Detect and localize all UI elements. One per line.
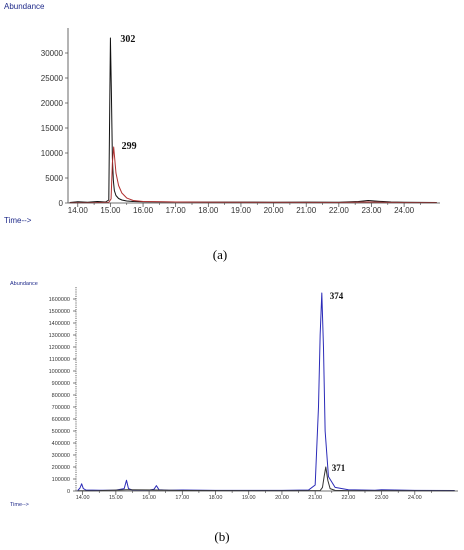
chart-a: Abundance 0 5000 10000 15000 20000 25000 30000… (4, 2, 440, 262)
chart-b-annotation-374: 374 (330, 291, 344, 301)
y-tick-label: 1200000 (49, 345, 70, 351)
y-tick-label: 1500000 (49, 309, 70, 315)
x-tick-label: 18.00 (209, 495, 223, 501)
y-tick-label: 5000 (45, 174, 63, 183)
y-tick-label: 1300000 (49, 333, 70, 339)
y-tick-label: 1000000 (49, 369, 70, 375)
x-tick-label: 14.00 (68, 206, 89, 215)
chart-a-series (69, 37, 437, 204)
y-tick-label: 800000 (52, 393, 70, 399)
chart-b-annotation-371: 371 (332, 463, 346, 473)
x-tick-label: 23.00 (375, 495, 389, 501)
y-tick-label: 700000 (52, 405, 70, 411)
chart-b-panel-label: (b) (214, 529, 229, 544)
y-tick-label: 500000 (52, 429, 70, 435)
y-tick-label: 10000 (41, 149, 64, 158)
x-tick-label: 15.00 (100, 206, 121, 215)
x-tick-label: 20.00 (275, 495, 289, 501)
y-tick-label: 900000 (52, 381, 70, 387)
x-tick-label: 15.00 (109, 495, 123, 501)
chart-a-annotation-299: 299 (122, 141, 137, 152)
chart-a-ylabel: Abundance (4, 2, 45, 11)
series-line-black (77, 466, 455, 492)
x-tick-label: 20.00 (264, 206, 285, 215)
chart-b-series (77, 292, 455, 492)
x-tick-label: 23.00 (361, 206, 382, 215)
series-line-red (69, 146, 437, 204)
chart-a-y-ticks: 0 5000 10000 15000 20000 25000 30000 (41, 49, 68, 208)
y-tick-label: 25000 (41, 74, 64, 83)
x-tick-label: 17.00 (175, 495, 189, 501)
x-tick-label: 22.00 (341, 495, 355, 501)
y-tick-label: 1600000 (49, 297, 70, 303)
x-tick-label: 22.00 (329, 206, 350, 215)
y-tick-label: 20000 (41, 99, 64, 108)
y-tick-label: 300000 (52, 453, 70, 459)
y-tick-label: 15000 (41, 124, 64, 133)
chart-b-xlabel: Time--> (10, 502, 29, 508)
series-line-black (69, 37, 437, 203)
y-tick-label: 0 (59, 199, 64, 208)
chart-b: Abundance 0 100000 200000 300000 400000 50000… (10, 281, 458, 544)
x-tick-label: 16.00 (142, 495, 156, 501)
x-tick-label: 14.00 (76, 495, 90, 501)
chart-a-xlabel: Time--> (4, 216, 32, 225)
y-tick-label: 600000 (52, 417, 70, 423)
y-tick-label: 30000 (41, 49, 64, 58)
x-tick-label: 24.00 (408, 495, 422, 501)
y-tick-label: 100000 (52, 477, 70, 483)
x-tick-label: 18.00 (198, 206, 219, 215)
series-line-blue (77, 292, 455, 492)
y-tick-label: 1100000 (49, 357, 70, 363)
x-tick-label: 24.00 (394, 206, 415, 215)
chart-b-ylabel: Abundance (10, 281, 38, 287)
y-tick-label: 0 (67, 489, 70, 495)
y-tick-label: 400000 (52, 441, 70, 447)
y-tick-label: 1400000 (49, 321, 70, 327)
chart-a-annotation-302: 302 (120, 34, 135, 45)
x-tick-label: 21.00 (308, 495, 322, 501)
x-tick-label: 17.00 (166, 206, 187, 215)
chart-a-x-ticks: 14.00 15.00 16.00 17.00 18.00 19.00 20.00 21.00… (68, 203, 421, 215)
x-tick-label: 19.00 (242, 495, 256, 501)
x-tick-label: 21.00 (296, 206, 317, 215)
chart-b-x-ticks: 14.00 15.00 16.00 17.00 18.00 19.00 20.00 21.00… (76, 491, 432, 501)
y-tick-label: 200000 (52, 465, 70, 471)
chart-a-panel-label: (a) (213, 247, 227, 262)
chart-b-y-ticks: 0 100000 200000 300000 400000 500000 600000 700… (49, 297, 76, 495)
x-tick-label: 16.00 (133, 206, 154, 215)
x-tick-label: 19.00 (231, 206, 252, 215)
